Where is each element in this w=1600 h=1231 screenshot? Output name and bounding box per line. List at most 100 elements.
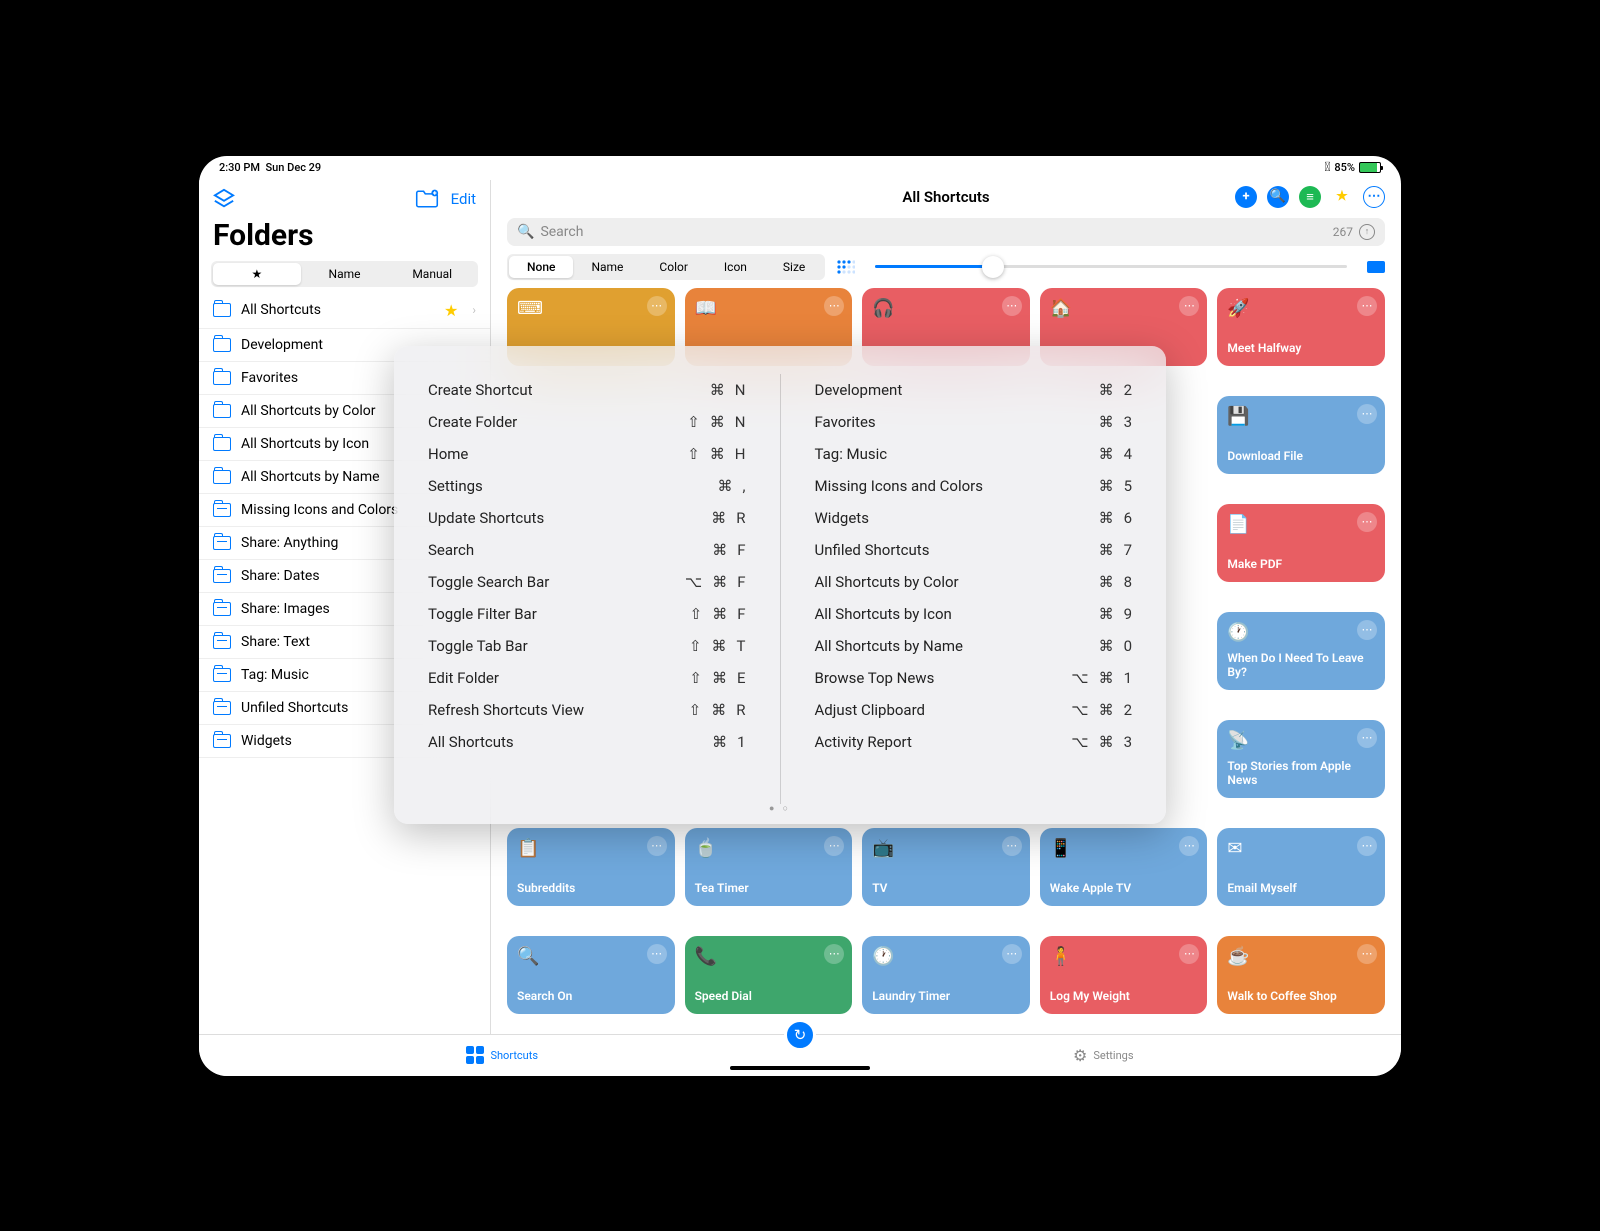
shortcut-row[interactable]: Refresh Shortcuts View⇧⌘R — [428, 694, 746, 726]
shortcut-row[interactable]: Adjust Clipboard⌥⌘2 — [815, 694, 1133, 726]
shortcut-row[interactable]: Create Shortcut⌘N — [428, 374, 746, 406]
shortcut-label: Unfiled Shortcuts — [815, 541, 930, 559]
more-button[interactable]: ⋯ — [1363, 186, 1385, 208]
filter-none[interactable]: None — [509, 256, 573, 278]
shortcut-keys: ⌥⌘3 — [1071, 733, 1132, 751]
card-more-icon[interactable]: ⋯ — [824, 944, 844, 964]
shortcut-row[interactable]: Tag: Music⌘4 — [815, 438, 1133, 470]
shortcut-row[interactable]: Toggle Search Bar⌥⌘F — [428, 566, 746, 598]
shortcut-card[interactable]: ⋯💾Download File — [1217, 396, 1385, 474]
folder-row[interactable]: All Shortcuts★› — [199, 293, 490, 329]
shortcut-card[interactable]: ⋯🕐When Do I Need To Leave By? — [1217, 612, 1385, 690]
folder-icon — [213, 536, 231, 550]
card-icon: 🚀 — [1227, 298, 1375, 319]
shortcut-card[interactable]: ⋯📞Speed Dial — [685, 936, 853, 1014]
shortcut-card[interactable]: ⋯📡Top Stories from Apple News — [1217, 720, 1385, 798]
shortcut-card[interactable]: ⋯🔍Search On — [507, 936, 675, 1014]
edit-button[interactable]: Edit — [451, 190, 476, 208]
scroll-top-icon[interactable]: ↑ — [1359, 224, 1375, 240]
filter-name[interactable]: Name — [573, 256, 641, 278]
sidebar-seg-2[interactable]: Manual — [388, 263, 476, 285]
refresh-button[interactable]: ↻ — [784, 1019, 816, 1051]
shortcut-label: Toggle Search Bar — [428, 573, 549, 591]
shortcut-card[interactable]: ⋯☕Walk to Coffee Shop — [1217, 936, 1385, 1014]
card-more-icon[interactable]: ⋯ — [1357, 512, 1377, 532]
shortcut-row[interactable]: Search⌘F — [428, 534, 746, 566]
shortcut-row[interactable]: Unfiled Shortcuts⌘7 — [815, 534, 1133, 566]
filter-icon[interactable]: Icon — [706, 256, 765, 278]
search-bar[interactable]: 🔍 Search 267 ↑ — [507, 218, 1385, 246]
card-more-icon[interactable]: ⋯ — [1002, 296, 1022, 316]
settings-icon: ⚙ — [1073, 1046, 1087, 1065]
shortcut-row[interactable]: Activity Report⌥⌘3 — [815, 726, 1133, 758]
card-more-icon[interactable]: ⋯ — [1179, 836, 1199, 856]
tab-settings[interactable]: ⚙ Settings — [1073, 1046, 1134, 1065]
shortcut-card[interactable]: ⋯✉Email Myself — [1217, 828, 1385, 906]
shortcut-row[interactable]: Development⌘2 — [815, 374, 1133, 406]
card-more-icon[interactable]: ⋯ — [1357, 620, 1377, 640]
sidebar-seg-0[interactable]: ★ — [213, 263, 301, 285]
sidebar-seg-1[interactable]: Name — [301, 263, 389, 285]
shortcut-row[interactable]: Toggle Filter Bar⇧⌘F — [428, 598, 746, 630]
shortcut-row[interactable]: Toggle Tab Bar⇧⌘T — [428, 630, 746, 662]
tab-shortcuts[interactable]: Shortcuts — [466, 1046, 538, 1064]
home-indicator[interactable] — [730, 1066, 870, 1070]
shortcut-card[interactable]: ⋯📱Wake Apple TV — [1040, 828, 1208, 906]
shortcut-row[interactable]: Settings⌘, — [428, 470, 746, 502]
shortcut-row[interactable]: Home⇧⌘H — [428, 438, 746, 470]
card-more-icon[interactable]: ⋯ — [1179, 296, 1199, 316]
shortcut-card[interactable]: ⋯📄Make PDF — [1217, 504, 1385, 582]
shortcut-row[interactable]: Edit Folder⇧⌘E — [428, 662, 746, 694]
card-more-icon[interactable]: ⋯ — [647, 944, 667, 964]
filter-size[interactable]: Size — [765, 256, 823, 278]
shortcut-row[interactable]: Widgets⌘6 — [815, 502, 1133, 534]
filter-color[interactable]: Color — [641, 256, 705, 278]
card-more-icon[interactable]: ⋯ — [1357, 404, 1377, 424]
size-slider[interactable] — [875, 265, 1347, 268]
card-more-icon[interactable]: ⋯ — [647, 836, 667, 856]
shortcut-row[interactable]: Missing Icons and Colors⌘5 — [815, 470, 1133, 502]
shortcut-card[interactable]: ⋯🧍Log My Weight — [1040, 936, 1208, 1014]
card-icon: 📡 — [1227, 730, 1375, 751]
shortcut-row[interactable]: Browse Top News⌥⌘1 — [815, 662, 1133, 694]
card-more-icon[interactable]: ⋯ — [1002, 944, 1022, 964]
card-more-icon[interactable]: ⋯ — [1357, 296, 1377, 316]
shortcut-label: Refresh Shortcuts View — [428, 701, 584, 719]
card-more-icon[interactable]: ⋯ — [1357, 728, 1377, 748]
ipad-frame: 2:30 PM Sun Dec 29 􀙇 85% Edit Folders ★N… — [181, 138, 1419, 1094]
add-button[interactable]: + — [1235, 186, 1257, 208]
shortcut-card[interactable]: ⋯🚀 Meet Halfway — [1217, 288, 1385, 366]
filter-segments[interactable]: NoneNameColorIconSize — [507, 254, 825, 280]
card-more-icon[interactable]: ⋯ — [824, 296, 844, 316]
layers-icon[interactable] — [213, 188, 235, 210]
star-button[interactable]: ★ — [1331, 186, 1353, 208]
card-label: Meet Halfway — [1227, 341, 1375, 355]
new-folder-icon[interactable] — [415, 189, 439, 209]
keyboard-shortcuts-overlay: Create Shortcut⌘NCreate Folder⇧⌘NHome⇧⌘H… — [394, 346, 1166, 824]
shortcut-row[interactable]: Create Folder⇧⌘N — [428, 406, 746, 438]
shortcut-card[interactable]: ⋯🕐Laundry Timer — [862, 936, 1030, 1014]
list-view-icon[interactable] — [1367, 261, 1385, 273]
search-button[interactable]: 🔍 — [1267, 186, 1289, 208]
shortcut-row[interactable]: All Shortcuts by Color⌘8 — [815, 566, 1133, 598]
card-more-icon[interactable]: ⋯ — [647, 296, 667, 316]
shortcut-card[interactable]: ⋯📺TV — [862, 828, 1030, 906]
card-more-icon[interactable]: ⋯ — [824, 836, 844, 856]
grid-icon[interactable] — [837, 260, 855, 274]
sidebar-segments[interactable]: ★NameManual — [211, 261, 478, 287]
shortcut-row[interactable]: Update Shortcuts⌘R — [428, 502, 746, 534]
card-more-icon[interactable]: ⋯ — [1357, 836, 1377, 856]
shortcut-keys: ⇧⌘N — [687, 413, 745, 431]
shortcut-label: Missing Icons and Colors — [815, 477, 984, 495]
card-more-icon[interactable]: ⋯ — [1179, 944, 1199, 964]
spotify-button[interactable]: ≡ — [1299, 186, 1321, 208]
shortcut-row[interactable]: All Shortcuts⌘1 — [428, 726, 746, 758]
card-more-icon[interactable]: ⋯ — [1357, 944, 1377, 964]
shortcut-row[interactable]: All Shortcuts by Name⌘0 — [815, 630, 1133, 662]
shortcut-card[interactable]: ⋯🍵Tea Timer — [685, 828, 853, 906]
shortcut-label: Browse Top News — [815, 669, 935, 687]
shortcut-row[interactable]: Favorites⌘3 — [815, 406, 1133, 438]
shortcut-row[interactable]: All Shortcuts by Icon⌘9 — [815, 598, 1133, 630]
card-more-icon[interactable]: ⋯ — [1002, 836, 1022, 856]
shortcut-card[interactable]: ⋯📋Subreddits — [507, 828, 675, 906]
